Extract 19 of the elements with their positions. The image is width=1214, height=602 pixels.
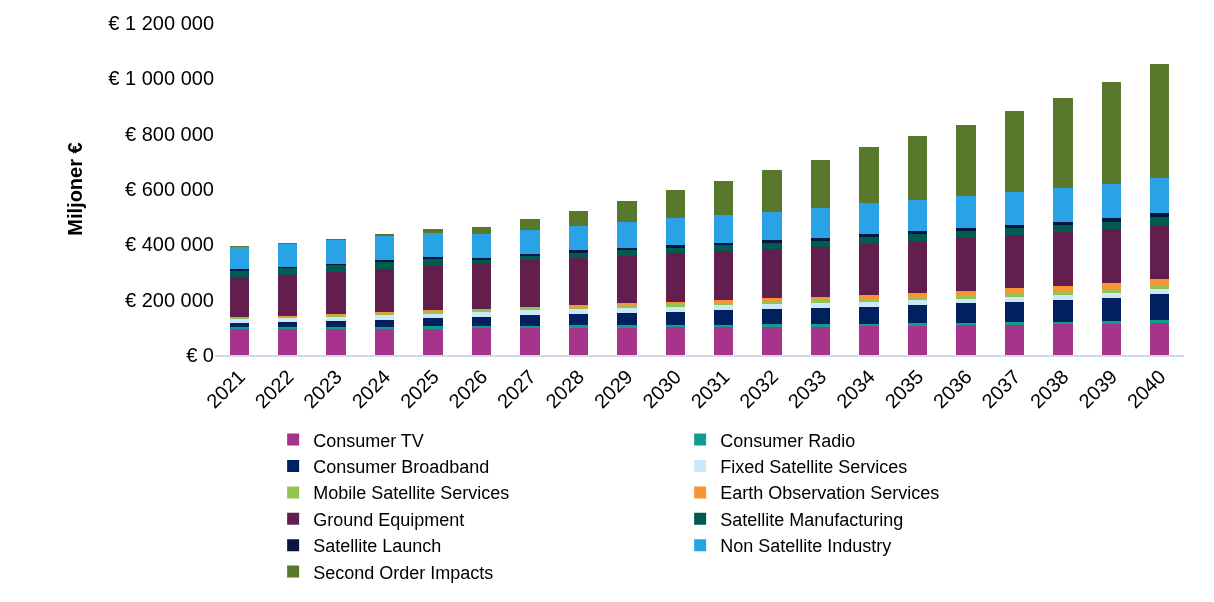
legend-label: Consumer Broadband xyxy=(313,457,490,478)
legend-label: Non Satellite Industry xyxy=(720,536,892,557)
y-tick-label: € 0 xyxy=(186,344,214,366)
y-tick-label: € 400 000 xyxy=(125,233,214,256)
y-tick-label: € 600 000 xyxy=(125,178,214,200)
y-tick-label: € 1 000 000 xyxy=(108,67,214,90)
y-tick-label: € 1 200 000 xyxy=(108,12,214,34)
legend-label: Consumer TV xyxy=(313,430,424,451)
legend-label: Satellite Manufacturing xyxy=(720,509,904,530)
legend-label: Consumer Radio xyxy=(720,430,856,451)
y-tick-label: € 200 000 xyxy=(125,288,214,311)
y-tick-label: € 800 000 xyxy=(125,122,214,145)
legend-label: Earth Observation Services xyxy=(720,483,940,504)
legend-label: Fixed Satellite Services xyxy=(720,457,908,478)
legend-label: Satellite Launch xyxy=(313,536,442,557)
y-axis-title: Miljoner € xyxy=(63,142,86,236)
legend-label: Mobile Satellite Services xyxy=(313,483,510,504)
legend-label: Ground Equipment xyxy=(313,509,465,530)
legend-label: Second Order Impacts xyxy=(313,562,494,583)
